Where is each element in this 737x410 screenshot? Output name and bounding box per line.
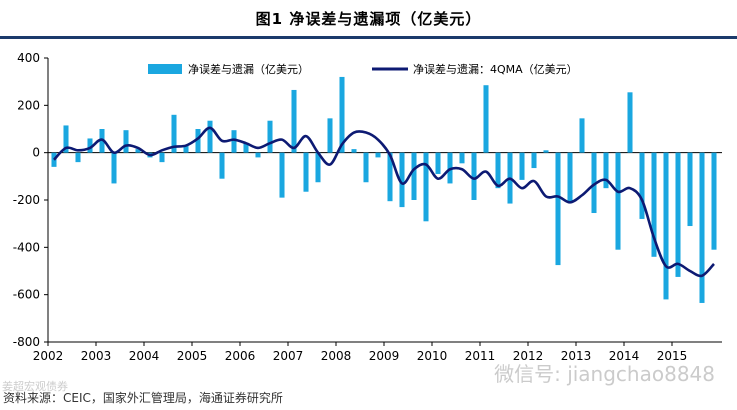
x-tick-label: 2004 — [129, 349, 160, 363]
watermark: 微信号: jiangchao8848 — [494, 362, 715, 386]
y-tick-label: -800 — [13, 335, 40, 349]
chart-title: 图1 净误差与遗漏项（亿美元） — [255, 10, 482, 28]
bar — [363, 152, 369, 183]
legend-label-line: 净误差与遗漏：4QMA（亿美元） — [413, 62, 578, 76]
bar — [207, 120, 213, 153]
bar — [615, 152, 621, 250]
bar — [375, 152, 381, 158]
bar — [135, 149, 141, 153]
chart: -800 -600 -400 -200 0 200 400 2002 2003 2004 2005 2… — [13, 51, 722, 363]
bar — [495, 152, 501, 189]
bar — [663, 152, 669, 300]
x-tick-label: 2008 — [321, 349, 352, 363]
bar — [483, 85, 489, 153]
bar — [591, 152, 597, 214]
bar — [63, 125, 69, 153]
x-tick-label: 2009 — [369, 349, 400, 363]
bar — [219, 152, 225, 179]
y-tick-label: 0 — [32, 146, 40, 160]
source-note: 资料来源：CEIC，国家外汇管理局，海通证券研究所 — [3, 391, 283, 405]
y-tick-label: 200 — [17, 98, 40, 112]
bar — [303, 152, 309, 192]
bar — [315, 152, 321, 183]
bar — [243, 143, 249, 153]
watermark-left: 姜超宏观债券 — [2, 380, 68, 393]
x-tick-label: 2014 — [609, 349, 640, 363]
bar — [399, 152, 405, 208]
x-tick-label: 2003 — [81, 349, 112, 363]
bar — [459, 152, 465, 164]
bar — [351, 149, 357, 153]
bar — [687, 152, 693, 227]
bar — [279, 152, 285, 198]
bar — [531, 152, 537, 169]
legend-label-bar: 净误差与遗漏（亿美元） — [188, 62, 309, 76]
bar — [183, 145, 189, 153]
bar — [675, 152, 681, 277]
bar — [699, 152, 705, 303]
legend-swatch-bar — [148, 64, 182, 74]
x-tick-label: 2011 — [465, 349, 496, 363]
bar — [411, 152, 417, 200]
x-tick-label: 2012 — [513, 349, 544, 363]
bar — [123, 130, 129, 153]
y-tick-label: -200 — [13, 193, 40, 207]
bar — [255, 152, 261, 158]
bar — [423, 152, 429, 222]
x-tick-label: 2013 — [561, 349, 592, 363]
bar — [111, 152, 117, 184]
bar — [555, 152, 561, 266]
bar — [639, 152, 645, 219]
bar — [87, 138, 93, 153]
bar — [195, 129, 201, 153]
bar — [159, 152, 165, 163]
bar — [627, 92, 633, 153]
series-line-4qma — [53, 126, 715, 278]
bar — [543, 150, 549, 153]
bar — [651, 152, 657, 257]
bar — [327, 118, 333, 153]
bar — [231, 130, 237, 153]
bar — [435, 152, 441, 174]
title-bar: 图1 净误差与遗漏项（亿美元） — [0, 0, 737, 39]
bar — [603, 152, 609, 189]
y-tick-label: 400 — [17, 51, 40, 65]
bar — [171, 114, 177, 153]
x-tick-label: 2010 — [417, 349, 448, 363]
bar — [75, 152, 81, 163]
bar — [519, 152, 525, 180]
bar — [387, 152, 393, 202]
x-tick-label: 2015 — [657, 349, 688, 363]
y-tick-label: -600 — [13, 288, 40, 302]
bar — [711, 152, 717, 250]
bar — [267, 120, 273, 153]
bar — [567, 152, 573, 203]
bar — [339, 76, 345, 153]
bar — [579, 118, 585, 153]
y-tick-label: -400 — [13, 240, 40, 254]
bar — [471, 152, 477, 200]
x-tick-label: 2006 — [225, 349, 256, 363]
x-tick-label: 2002 — [33, 349, 64, 363]
x-tick-label: 2007 — [273, 349, 304, 363]
x-tick-label: 2005 — [177, 349, 208, 363]
bar — [291, 89, 297, 153]
